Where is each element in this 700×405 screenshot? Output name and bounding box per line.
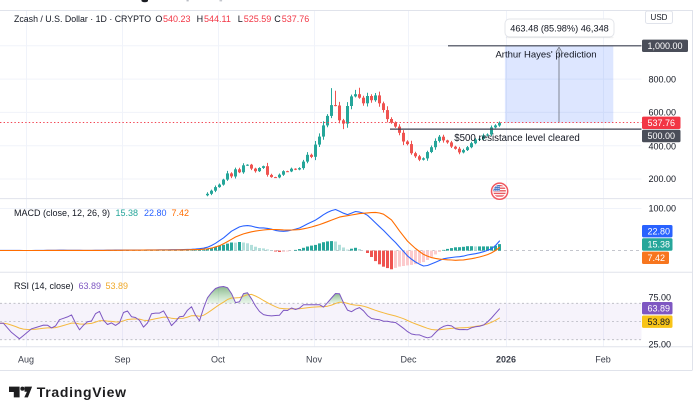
svg-text:RSI (14, close): RSI (14, close) xyxy=(14,281,74,291)
svg-text:22.80: 22.80 xyxy=(144,208,167,218)
svg-text:7.42: 7.42 xyxy=(648,253,666,263)
svg-text:7.42: 7.42 xyxy=(172,208,190,218)
svg-text:15.38: 15.38 xyxy=(648,240,671,250)
svg-text:100.00: 100.00 xyxy=(649,204,677,214)
svg-text:Zcash / U.S. Dollar · 1D · CRY: Zcash / U.S. Dollar · 1D · CRYPTO xyxy=(14,14,151,24)
svg-text:53.89: 53.89 xyxy=(106,281,129,291)
svg-text:63.89: 63.89 xyxy=(648,303,671,313)
svg-text:H: H xyxy=(197,14,204,24)
svg-text:L: L xyxy=(238,14,243,24)
svg-text:22.80: 22.80 xyxy=(648,226,671,236)
svg-text:USD: USD xyxy=(651,13,668,22)
svg-text:63.89: 63.89 xyxy=(79,281,102,291)
svg-text:53.89: 53.89 xyxy=(648,317,671,327)
svg-text:800.00: 800.00 xyxy=(649,74,677,84)
svg-text:500.00: 500.00 xyxy=(648,131,676,141)
svg-text:400.00: 400.00 xyxy=(649,142,677,152)
svg-text:15.38: 15.38 xyxy=(116,208,139,218)
svg-text:Feb: Feb xyxy=(595,355,611,365)
svg-text:200.00: 200.00 xyxy=(649,174,677,184)
svg-text:Aug: Aug xyxy=(18,355,34,365)
svg-text:$500 resistance level cleared: $500 resistance level cleared xyxy=(454,133,579,144)
svg-text:TradingView: TradingView xyxy=(37,384,127,400)
svg-text:544.11: 544.11 xyxy=(204,14,231,24)
svg-text:Sep: Sep xyxy=(114,355,130,365)
svg-text:Arthur Hayes' prediction: Arthur Hayes' prediction xyxy=(495,50,596,61)
svg-text:537.76: 537.76 xyxy=(282,14,310,24)
svg-text:Oct: Oct xyxy=(211,355,226,365)
svg-text:MACD (close, 12, 26, 9): MACD (close, 12, 26, 9) xyxy=(14,208,110,218)
svg-text:C: C xyxy=(274,14,281,24)
svg-text:25.00: 25.00 xyxy=(649,340,672,350)
svg-text:Nov: Nov xyxy=(306,355,323,365)
svg-text:2026: 2026 xyxy=(496,355,516,365)
svg-text:540.23: 540.23 xyxy=(163,14,191,24)
svg-text:75.00: 75.00 xyxy=(649,293,672,303)
svg-text:1,000.00: 1,000.00 xyxy=(648,41,683,51)
svg-text:525.59: 525.59 xyxy=(244,14,272,24)
svg-text:Dec: Dec xyxy=(400,355,417,365)
svg-text:600.00: 600.00 xyxy=(649,108,677,118)
svg-text:537.76: 537.76 xyxy=(648,118,676,128)
svg-text:463.48 (85.98%) 46,348: 463.48 (85.98%) 46,348 xyxy=(510,24,609,34)
svg-text:O: O xyxy=(155,14,162,24)
